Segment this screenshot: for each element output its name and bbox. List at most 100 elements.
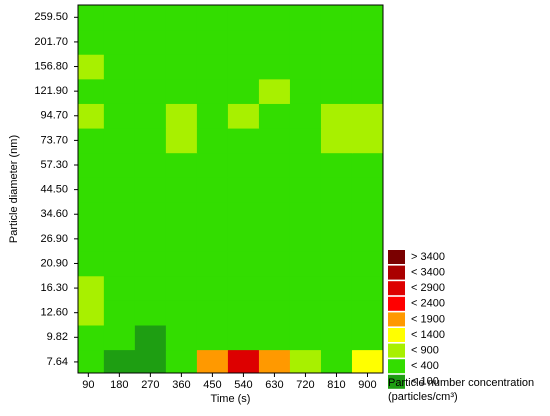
contour-cell bbox=[165, 128, 198, 154]
contour-cell bbox=[165, 152, 198, 178]
legend-label: < 900 bbox=[411, 345, 439, 357]
y-tick-label: 57.30 bbox=[40, 159, 68, 171]
contour-cell bbox=[227, 275, 260, 301]
contour-cell bbox=[78, 325, 105, 351]
contour-cell bbox=[258, 325, 291, 351]
legend-swatch bbox=[388, 328, 405, 342]
contour-cell bbox=[320, 300, 353, 326]
contour-cell bbox=[134, 251, 167, 277]
y-tick-label: 156.80 bbox=[34, 60, 68, 72]
x-tick-label: 360 bbox=[172, 379, 190, 391]
contour-cell bbox=[78, 251, 105, 277]
legend-label: > 3400 bbox=[411, 251, 445, 263]
contour-cell bbox=[258, 275, 291, 301]
contour-cell bbox=[134, 275, 167, 301]
contour-cell bbox=[134, 325, 167, 351]
contour-cell bbox=[351, 300, 384, 326]
contour-cell bbox=[165, 5, 198, 31]
contour-cell bbox=[320, 78, 353, 104]
contour-cell bbox=[78, 201, 105, 228]
contour-cell bbox=[227, 103, 260, 129]
contour-cell bbox=[351, 275, 384, 301]
contour-cell bbox=[351, 325, 384, 351]
y-tick-label: 9.82 bbox=[47, 331, 68, 343]
y-tick-label: 94.70 bbox=[40, 110, 68, 122]
contour-cell bbox=[351, 251, 384, 277]
contour-cell bbox=[78, 128, 105, 154]
contour-cell bbox=[134, 152, 167, 178]
contour-cell bbox=[320, 251, 353, 277]
x-tick-label: 630 bbox=[265, 379, 283, 391]
contour-cell bbox=[103, 152, 136, 178]
contour-cell bbox=[320, 325, 353, 351]
contour-cell bbox=[78, 177, 105, 203]
contour-cell bbox=[227, 251, 260, 277]
x-tick-label: 90 bbox=[82, 379, 94, 391]
contour-cell bbox=[258, 152, 291, 178]
contour-cell bbox=[351, 226, 384, 252]
contour-cell bbox=[258, 128, 291, 154]
contour-cell bbox=[134, 5, 167, 31]
contour-cell bbox=[78, 226, 105, 252]
contour-cell bbox=[227, 300, 260, 326]
contour-cell bbox=[351, 54, 384, 80]
contour-cell bbox=[227, 54, 260, 80]
contour-cell bbox=[165, 54, 198, 80]
contour-cell bbox=[320, 152, 353, 178]
contour-cell bbox=[289, 251, 322, 277]
contour-cell bbox=[103, 226, 136, 252]
contour-cell bbox=[227, 201, 260, 228]
contour-cell bbox=[165, 349, 198, 374]
contour-cell bbox=[320, 128, 353, 154]
contour-cell bbox=[196, 325, 229, 351]
contour-cell bbox=[196, 54, 229, 80]
contour-cell bbox=[78, 78, 105, 104]
contour-cell bbox=[227, 152, 260, 178]
contour-cell bbox=[165, 201, 198, 228]
contour-cell bbox=[196, 5, 229, 31]
legend-swatch bbox=[388, 296, 405, 311]
contour-cell bbox=[320, 201, 353, 228]
contour-cell bbox=[320, 349, 353, 374]
contour-cell bbox=[196, 275, 229, 301]
contour-cell bbox=[289, 5, 322, 31]
contour-cell bbox=[103, 251, 136, 277]
contour-cell bbox=[165, 226, 198, 252]
contour-cell bbox=[227, 325, 260, 351]
contour-cell bbox=[165, 251, 198, 277]
contour-cell bbox=[134, 128, 167, 154]
x-tick-label: 900 bbox=[358, 379, 376, 391]
plot-frame bbox=[77, 4, 384, 374]
legend-label: < 3400 bbox=[411, 267, 445, 279]
contour-cell bbox=[289, 54, 322, 80]
contour-cell bbox=[351, 152, 384, 178]
y-tick-label: 26.90 bbox=[40, 233, 68, 245]
contour-cell bbox=[289, 177, 322, 203]
contour-cell bbox=[351, 78, 384, 104]
contour-cell bbox=[351, 201, 384, 228]
contour-cell bbox=[165, 29, 198, 55]
y-tick-label: 201.70 bbox=[34, 36, 68, 48]
contour-cell bbox=[134, 78, 167, 104]
contour-cell bbox=[351, 29, 384, 55]
legend-swatch bbox=[388, 312, 405, 327]
contour-cell bbox=[134, 349, 167, 374]
contour-cell bbox=[320, 177, 353, 203]
contour-cell bbox=[103, 177, 136, 203]
contour-cell bbox=[103, 300, 136, 326]
contour-cell bbox=[78, 5, 105, 31]
contour-cell bbox=[165, 275, 198, 301]
contour-cell bbox=[134, 29, 167, 55]
contour-cell bbox=[227, 349, 260, 374]
y-tick-label: 16.30 bbox=[40, 282, 68, 294]
contour-cell bbox=[258, 349, 291, 374]
contour-cell bbox=[227, 128, 260, 154]
legend-title: (particles/cm³) bbox=[388, 391, 458, 403]
contour-cell bbox=[165, 103, 198, 129]
contour-cell bbox=[103, 78, 136, 104]
contour-cell bbox=[320, 5, 353, 31]
contour-cell bbox=[289, 78, 322, 104]
y-tick-label: 121.90 bbox=[34, 85, 68, 97]
contour-cell bbox=[196, 349, 229, 374]
contour-cell bbox=[258, 29, 291, 55]
